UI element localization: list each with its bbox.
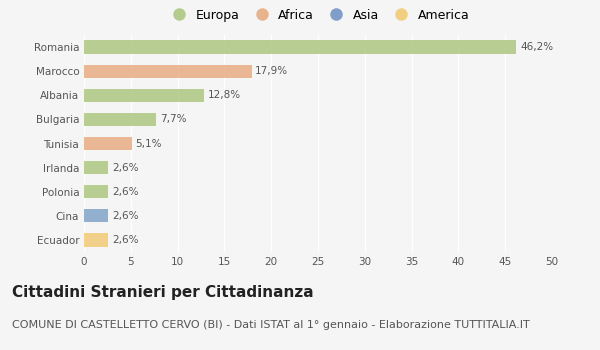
- Bar: [84, 113, 156, 126]
- Text: Cittadini Stranieri per Cittadinanza: Cittadini Stranieri per Cittadinanza: [12, 285, 314, 300]
- Bar: [84, 233, 109, 246]
- Bar: [84, 161, 109, 174]
- Text: 2,6%: 2,6%: [112, 163, 139, 173]
- Text: 5,1%: 5,1%: [136, 139, 162, 148]
- Bar: [84, 41, 517, 54]
- Text: COMUNE DI CASTELLETTO CERVO (BI) - Dati ISTAT al 1° gennaio - Elaborazione TUTTI: COMUNE DI CASTELLETTO CERVO (BI) - Dati …: [12, 320, 530, 330]
- Text: 17,9%: 17,9%: [255, 66, 289, 76]
- Text: 12,8%: 12,8%: [208, 90, 241, 100]
- Bar: [84, 209, 109, 223]
- Bar: [84, 64, 251, 78]
- Legend: Europa, Africa, Asia, America: Europa, Africa, Asia, America: [161, 4, 475, 27]
- Text: 2,6%: 2,6%: [112, 187, 139, 197]
- Text: 2,6%: 2,6%: [112, 235, 139, 245]
- Text: 2,6%: 2,6%: [112, 211, 139, 221]
- Bar: [84, 185, 109, 198]
- Bar: [84, 89, 204, 102]
- Text: 7,7%: 7,7%: [160, 114, 187, 124]
- Bar: [84, 137, 132, 150]
- Text: 46,2%: 46,2%: [520, 42, 553, 52]
